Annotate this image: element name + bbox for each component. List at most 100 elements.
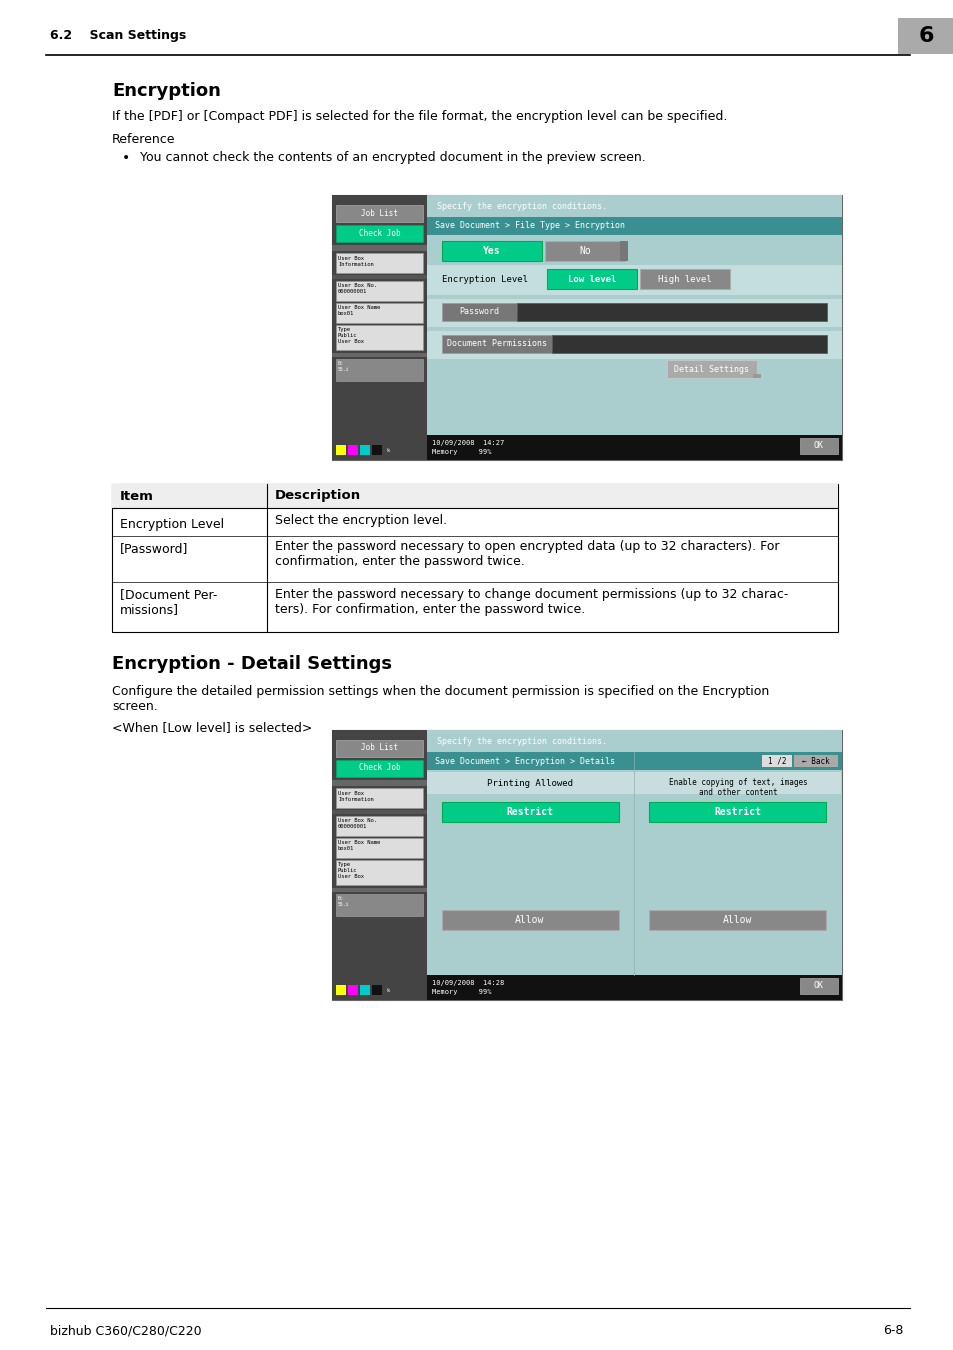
Bar <box>335 788 422 809</box>
Bar <box>359 986 370 995</box>
Text: Ec
55.i: Ec 55.i <box>337 360 349 371</box>
Bar <box>335 225 422 242</box>
Text: Yes: Yes <box>482 246 500 256</box>
Bar <box>761 755 791 767</box>
Text: Item: Item <box>120 490 153 502</box>
Text: Select the encryption level.: Select the encryption level. <box>274 514 447 526</box>
Bar <box>335 446 346 455</box>
Text: [Document Per-
missions]: [Document Per- missions] <box>120 589 217 616</box>
Bar <box>332 275 427 279</box>
Bar <box>619 242 627 261</box>
Bar <box>546 269 637 289</box>
Text: Specify the encryption conditions.: Specify the encryption conditions. <box>436 202 606 211</box>
Bar <box>427 194 841 460</box>
Text: High level: High level <box>658 274 711 284</box>
Bar <box>332 810 427 814</box>
Text: Encryption Level: Encryption Level <box>120 518 224 531</box>
Text: 10/09/2008  14:27: 10/09/2008 14:27 <box>432 440 504 446</box>
Text: You cannot check the contents of an encrypted document in the preview screen.: You cannot check the contents of an encr… <box>140 151 645 163</box>
Bar <box>648 910 825 930</box>
Text: User Box
Information: User Box Information <box>337 256 374 267</box>
Text: Restrict: Restrict <box>714 807 760 817</box>
Bar <box>335 281 422 301</box>
Bar <box>427 435 841 460</box>
Bar <box>359 446 370 455</box>
Text: Type
Public
User Box: Type Public User Box <box>337 327 364 344</box>
Bar <box>800 977 837 994</box>
Bar <box>335 252 422 273</box>
Bar <box>552 335 826 352</box>
Bar <box>372 446 381 455</box>
Bar <box>335 986 346 995</box>
Bar <box>332 730 841 1000</box>
Bar <box>348 446 357 455</box>
Text: Check Job: Check Job <box>358 764 400 772</box>
Bar <box>335 860 422 886</box>
Bar <box>752 374 760 378</box>
Bar <box>550 350 558 352</box>
Bar <box>793 755 837 767</box>
Bar <box>648 802 825 822</box>
Text: Memory     99%: Memory 99% <box>432 450 491 455</box>
Bar <box>335 740 422 757</box>
Bar <box>427 217 841 235</box>
Text: Detail Settings: Detail Settings <box>674 364 749 374</box>
Text: [Password]: [Password] <box>120 541 188 555</box>
Bar <box>427 730 841 1000</box>
Text: k: k <box>386 447 389 452</box>
Text: Enter the password necessary to open encrypted data (up to 32 characters). For
c: Enter the password necessary to open enc… <box>274 540 779 568</box>
Text: Job List: Job List <box>360 744 397 752</box>
Bar <box>441 302 517 321</box>
Text: <When [Low level] is selected>: <When [Low level] is selected> <box>112 721 312 734</box>
Text: 1 /2: 1 /2 <box>767 756 785 765</box>
Text: If the [PDF] or [Compact PDF] is selected for the file format, the encryption le: If the [PDF] or [Compact PDF] is selecte… <box>112 109 726 123</box>
Text: OK: OK <box>813 441 823 451</box>
Bar <box>348 986 357 995</box>
Text: Printing Allowed: Printing Allowed <box>486 779 573 787</box>
Bar <box>800 437 837 454</box>
Text: OK: OK <box>813 981 823 991</box>
Text: •: • <box>122 151 131 165</box>
Text: Allow: Allow <box>515 915 544 925</box>
Bar <box>335 359 422 381</box>
Bar <box>332 244 427 251</box>
Text: 6.2    Scan Settings: 6.2 Scan Settings <box>50 30 186 42</box>
Text: Description: Description <box>274 490 361 502</box>
Text: User Box
Information: User Box Information <box>337 791 374 802</box>
Bar <box>332 194 841 460</box>
Bar <box>335 325 422 350</box>
Bar <box>335 815 422 836</box>
Text: Encryption: Encryption <box>112 82 221 100</box>
Bar <box>544 242 624 261</box>
Bar <box>427 265 841 296</box>
Bar <box>335 205 422 221</box>
Bar <box>427 772 634 794</box>
Bar <box>634 772 841 794</box>
Text: Save Document > File Type > Encryption: Save Document > File Type > Encryption <box>435 221 624 231</box>
Text: 10/09/2008  14:28: 10/09/2008 14:28 <box>432 980 504 986</box>
Bar <box>335 302 422 323</box>
Text: Encryption Level: Encryption Level <box>441 275 527 285</box>
Bar <box>639 269 729 289</box>
Bar <box>515 317 522 321</box>
Text: k: k <box>386 987 389 992</box>
Text: Enter the password necessary to change document permissions (up to 32 charac-
te: Enter the password necessary to change d… <box>274 589 787 616</box>
Text: User Box No.
000000001: User Box No. 000000001 <box>337 284 376 294</box>
Text: Check Job: Check Job <box>358 228 400 238</box>
Text: Document Permissions: Document Permissions <box>447 339 546 348</box>
Bar <box>332 780 427 786</box>
Text: Reference: Reference <box>112 134 175 146</box>
Text: Low level: Low level <box>567 274 616 284</box>
Text: No: No <box>578 246 590 256</box>
Bar <box>666 360 757 378</box>
Text: Ec
55.i: Ec 55.i <box>337 896 349 907</box>
Text: Type
Public
User Box: Type Public User Box <box>337 863 364 879</box>
Bar <box>441 910 618 930</box>
Bar <box>517 302 826 321</box>
Bar <box>427 752 841 769</box>
Text: Save Document > Encryption > Details: Save Document > Encryption > Details <box>435 756 615 765</box>
Text: Allow: Allow <box>722 915 752 925</box>
Bar <box>427 975 841 1000</box>
Text: Enable copying of text, images
and other content: Enable copying of text, images and other… <box>668 778 806 798</box>
Bar <box>332 730 427 1000</box>
